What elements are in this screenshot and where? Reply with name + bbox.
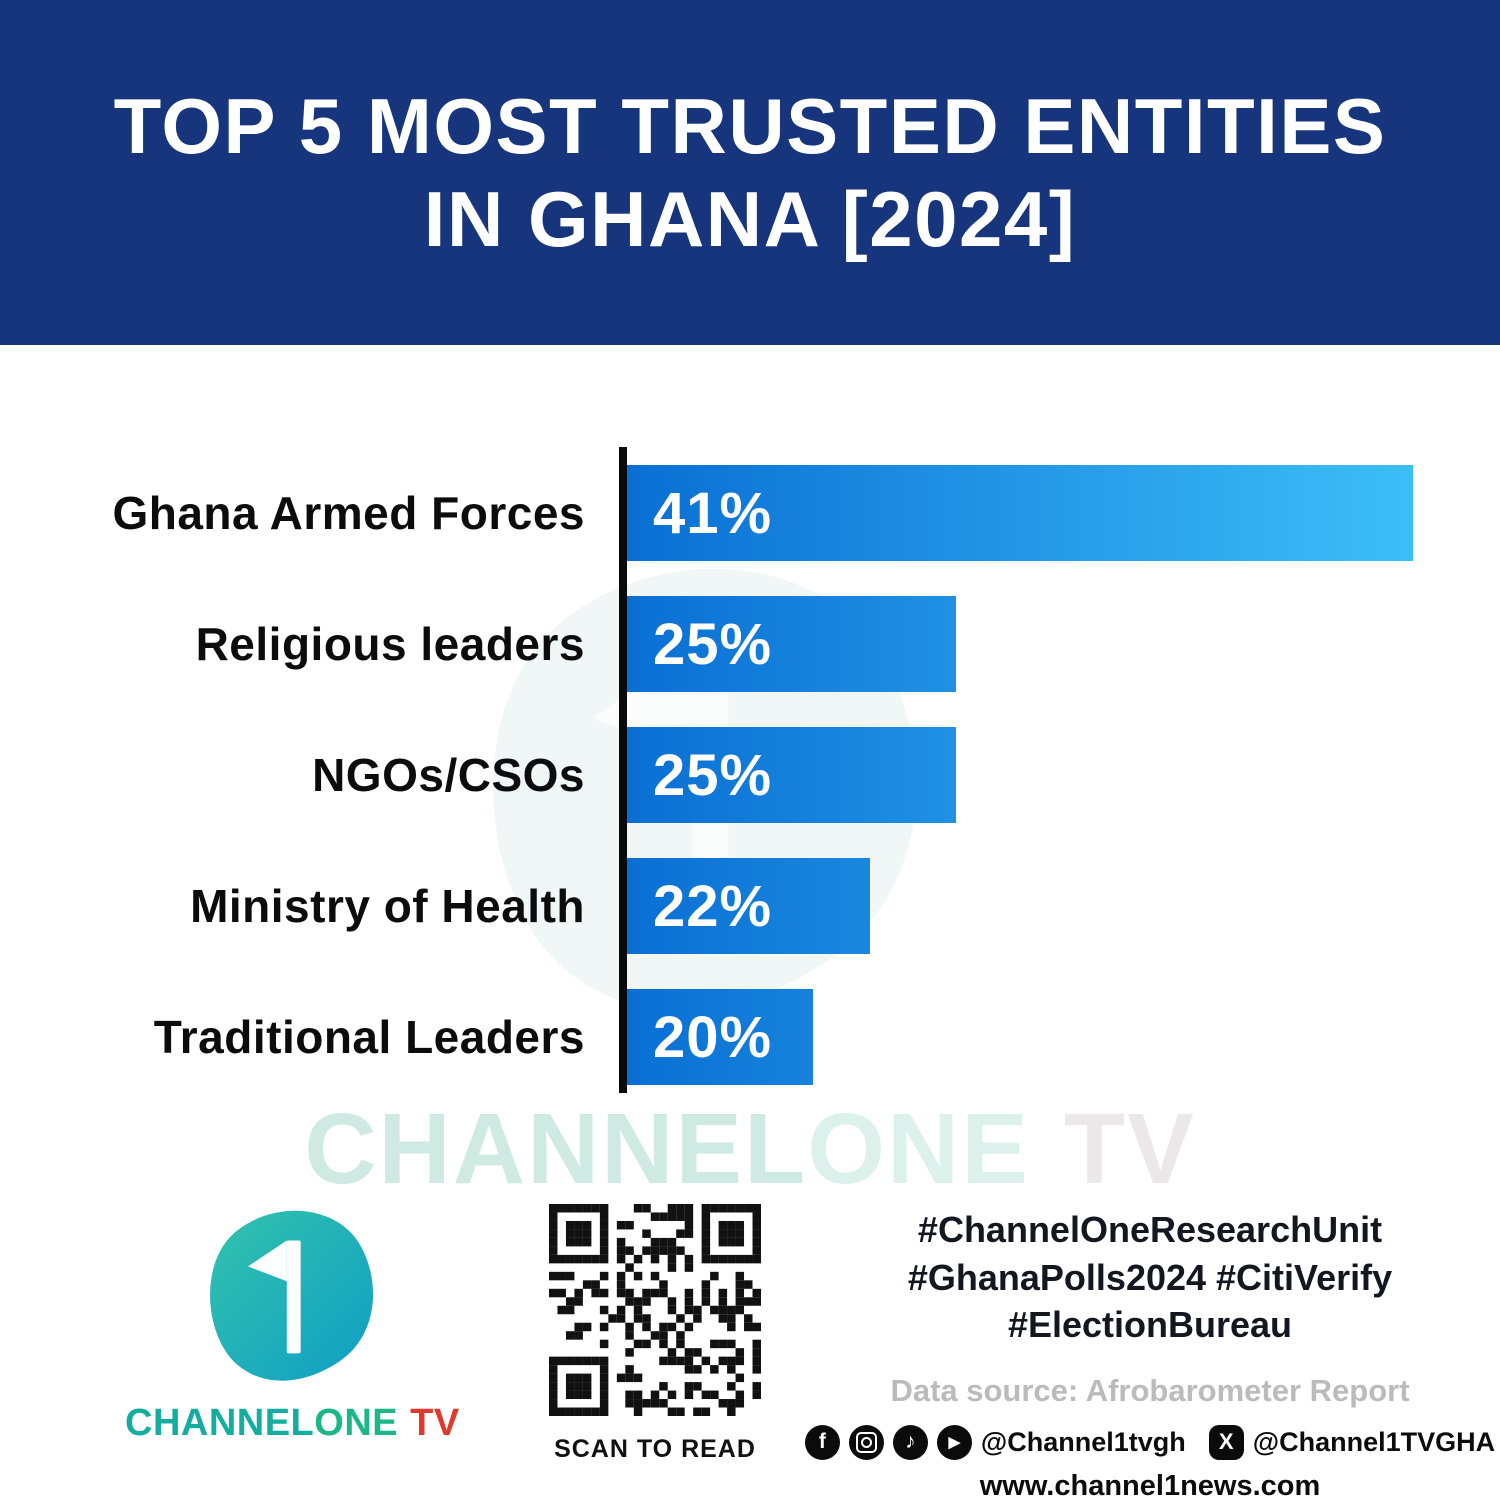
- qr-block: SCAN TO READ: [540, 1204, 770, 1464]
- social-handle-x: @Channel1TVGHA: [1252, 1426, 1496, 1457]
- hashtag-line: #ElectionBureau: [1007, 1304, 1293, 1346]
- channel-one-wordmark: CHANNELONE TV: [125, 1402, 460, 1444]
- bar-category-label: Religious leaders: [195, 618, 585, 670]
- bar-category-label: Traditional Leaders: [153, 1011, 585, 1063]
- instagram-icon: [848, 1424, 884, 1460]
- bar-chart: Ghana Armed Forces 41% Religious leaders…: [62, 447, 1438, 1205]
- bar-row: Ghana Armed Forces 41%: [62, 465, 1438, 561]
- bar-row: Traditional Leaders 20%: [62, 989, 1438, 1085]
- bar-value-label: 20%: [653, 1004, 773, 1070]
- youtube-icon: ▶: [936, 1424, 972, 1460]
- bar: 41%: [627, 465, 1413, 561]
- channel-one-logo-icon: [209, 1210, 373, 1381]
- bar-value-label: 41%: [653, 480, 773, 546]
- bar-rows: Ghana Armed Forces 41% Religious leaders…: [62, 447, 1438, 1093]
- qr-code: [549, 1204, 761, 1416]
- bar-row: NGOs/CSOs 25%: [62, 727, 1438, 823]
- bar-row: Ministry of Health 22%: [62, 858, 1438, 954]
- hashtag-line: #ChannelOneResearchUnit: [917, 1209, 1383, 1250]
- x-icon: X: [1208, 1424, 1244, 1460]
- bar-category-label: Ministry of Health: [190, 880, 585, 932]
- bar: 25%: [627, 727, 956, 823]
- channel-one-logo: CHANNELONE TV: [125, 1198, 460, 1445]
- bar-row: Religious leaders 25%: [62, 596, 1438, 692]
- hashtags: #ChannelOneResearchUnit #GhanaPolls2024 …: [850, 1206, 1450, 1349]
- brand-watermark-text: CHANNELONE TV: [304, 1093, 1196, 1205]
- page-title-line1: TOP 5 MOST TRUSTED ENTITIES: [113, 82, 1387, 171]
- bar: 22%: [627, 858, 870, 954]
- hashtag-line: #GhanaPolls2024 #CitiVerify: [907, 1256, 1393, 1298]
- footer: CHANNELONE TV SCAN TO READ #ChannelOneRes…: [0, 1198, 1500, 1500]
- footer-info: #ChannelOneResearchUnit #GhanaPolls2024 …: [804, 1206, 1495, 1500]
- social-row: f ♪ ▶ @Channel1tvgh X @Channel1TVGHA: [804, 1424, 1495, 1460]
- facebook-icon: f: [804, 1424, 840, 1460]
- bar: 25%: [627, 596, 956, 692]
- page-title-line2: IN GHANA [2024]: [423, 174, 1077, 263]
- bar-category-label: NGOs/CSOs: [312, 749, 585, 801]
- bar: 20%: [627, 989, 813, 1085]
- bar-value-label: 25%: [653, 611, 773, 677]
- social-handle-primary: @Channel1tvgh: [980, 1426, 1186, 1457]
- qr-caption: SCAN TO READ: [554, 1435, 756, 1463]
- bar-value-label: 25%: [653, 742, 773, 808]
- bar-value-label: 22%: [653, 873, 773, 939]
- tiktok-icon: ♪: [892, 1424, 928, 1460]
- data-source-text: Data source: Afrobarometer Report: [890, 1372, 1410, 1408]
- page-title: TOP 5 MOST TRUSTED ENTITIES IN GHANA [20…: [114, 80, 1387, 264]
- axis-line: [619, 447, 627, 1093]
- bar-category-label: Ghana Armed Forces: [112, 487, 585, 539]
- header-banner: TOP 5 MOST TRUSTED ENTITIES IN GHANA [20…: [0, 0, 1500, 345]
- website-url: www.channel1news.com: [979, 1469, 1321, 1500]
